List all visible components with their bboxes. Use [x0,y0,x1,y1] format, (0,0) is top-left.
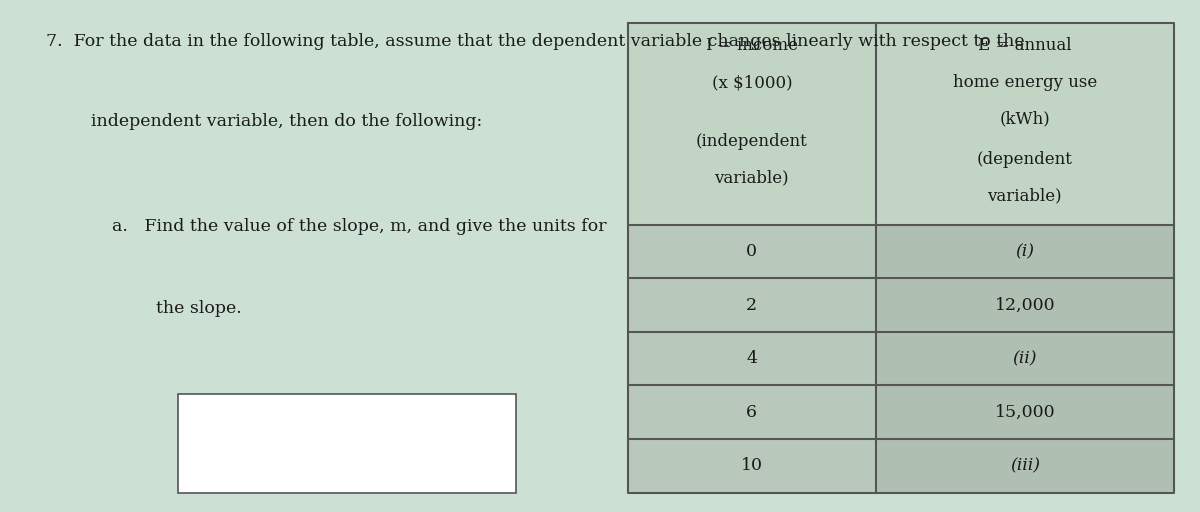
Bar [876,386,1174,439]
Bar [876,439,1174,493]
Text: a.   Find the value of the slope, m, and give the units for: a. Find the value of the slope, m, and g… [112,218,606,234]
Text: the slope.: the slope. [156,300,241,316]
Text: I = income: I = income [706,37,798,54]
Bar [628,332,876,386]
Text: (i): (i) [1015,243,1034,260]
Text: 10: 10 [740,457,763,474]
Bar [628,439,876,493]
Text: 7.  For the data in the following table, assume that the dependent variable chan: 7. For the data in the following table, … [46,33,1025,50]
Text: 12,000: 12,000 [995,297,1055,314]
Text: independent variable, then do the following:: independent variable, then do the follow… [91,113,482,130]
Text: 6: 6 [746,404,757,421]
Text: 2: 2 [746,297,757,314]
Bar [628,23,876,225]
Text: (independent: (independent [696,133,808,150]
Bar [628,225,876,279]
Bar [876,332,1174,386]
Bar [628,386,876,439]
Text: (ii): (ii) [1013,350,1037,367]
Bar [876,279,1174,332]
Text: 4: 4 [746,350,757,367]
Text: (kWh): (kWh) [1000,111,1050,128]
Text: 15,000: 15,000 [995,404,1055,421]
Bar [178,394,516,493]
Text: home energy use: home energy use [953,74,1097,91]
Text: variable): variable) [988,188,1062,205]
Text: variable): variable) [714,169,790,186]
Text: (dependent: (dependent [977,151,1073,168]
Bar [628,279,876,332]
Text: (iii): (iii) [1010,457,1040,474]
Text: 0: 0 [746,243,757,260]
Text: (x $1000): (x $1000) [712,74,792,91]
Bar [876,225,1174,279]
Text: E = annual: E = annual [978,37,1072,54]
Bar [876,23,1174,225]
